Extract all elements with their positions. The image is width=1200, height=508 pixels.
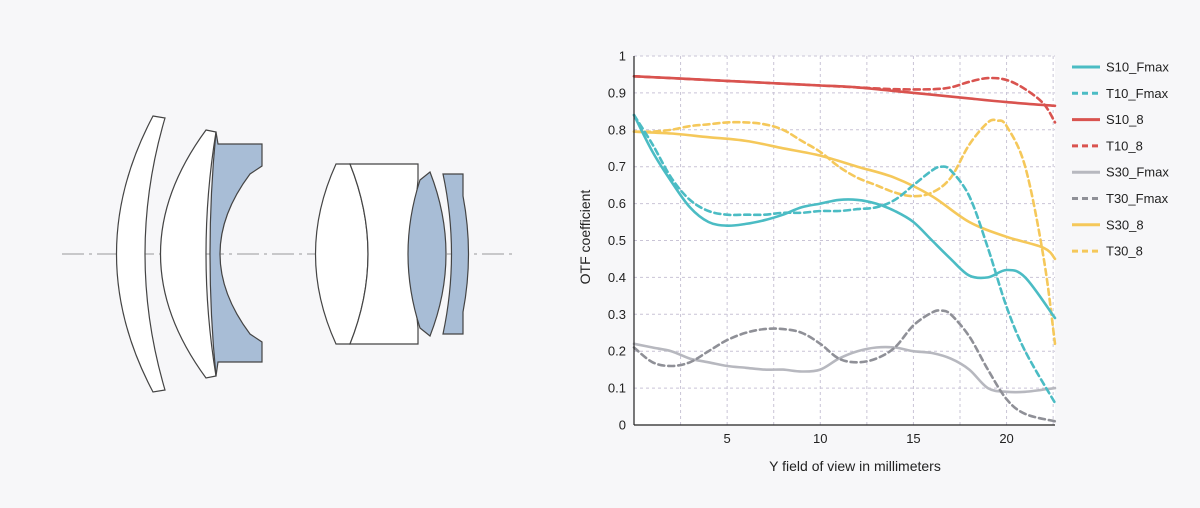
legend-label: T10_8 [1106,138,1143,153]
legend-item-s10-8: S10_8 [1072,112,1144,127]
legend-label: S30_Fmax [1106,165,1169,180]
legend-label: T30_Fmax [1106,191,1169,206]
y-tick-label: 0.5 [608,233,626,248]
y-tick-label: 1 [619,49,626,64]
y-tick-label: 0.9 [608,85,626,100]
y-tick-label: 0.7 [608,159,626,174]
legend-item-s30-8: S30_8 [1072,217,1144,232]
series-line-t10-8 [632,75,1057,124]
lens-diagram [62,115,515,393]
y-tick-label: 0.2 [608,344,626,359]
legend: S10_Fmax T10_Fmax S10_8 T10_8 S30_Fmax T30_Fm… [1072,60,1169,259]
series-line-t10-fmax [632,113,1057,405]
x-tick-label: 20 [999,431,1013,446]
legend-item-s30-fmax: S30_Fmax [1072,165,1169,180]
series-line-s30-8 [632,130,1057,261]
legend-item-t10-fmax: T10_Fmax [1072,86,1169,101]
y-tick-label: 0.6 [608,196,626,211]
y-tick-label: 0.8 [608,122,626,137]
legend-item-t10-8: T10_8 [1072,138,1143,153]
legend-label: S10_8 [1106,112,1144,127]
y-axis-title: OTF coefficient [577,190,593,285]
y-tick-label: 0.1 [608,381,626,396]
legend-label: T10_Fmax [1106,86,1169,101]
legend-label: S10_Fmax [1106,60,1169,75]
legend-label: T30_8 [1106,244,1143,259]
series-line-s10-fmax [632,113,1057,320]
legend-item-t30-8: T30_8 [1072,244,1143,259]
series-line-t30-fmax [632,309,1057,423]
x-tick-label: 5 [724,431,731,446]
x-tick-label: 15 [906,431,920,446]
axes: 00.10.20.30.40.50.60.70.80.915 10 15 20 [608,49,1055,446]
legend-item-t30-fmax: T30_Fmax [1072,191,1169,206]
y-tick-label: 0.3 [608,307,626,322]
x-tick-label: 10 [813,431,827,446]
lens-element-6 [407,171,447,337]
lens-element-1 [115,115,166,393]
lens-element-3 [209,131,263,377]
y-tick-label: 0.4 [608,270,626,285]
legend-label: S30_8 [1106,217,1144,232]
x-axis-title: Y field of view in millimeters [769,458,941,474]
series-line-s30-fmax [632,342,1057,394]
series-line-t30-8 [632,118,1057,346]
series-group [632,75,1057,423]
y-tick-label: 0 [619,418,626,433]
legend-item-s10-fmax: S10_Fmax [1072,60,1169,75]
lens-element-2 [160,129,217,379]
lens-element-7 [442,173,470,335]
